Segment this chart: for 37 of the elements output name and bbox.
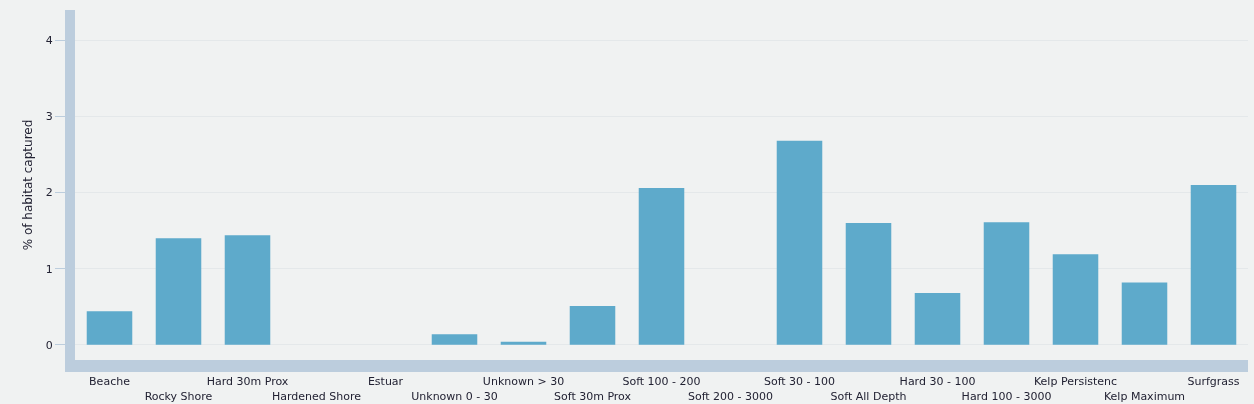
bar xyxy=(569,305,616,345)
x-tick-label: Unknown 0 - 30 xyxy=(411,389,498,403)
bar xyxy=(776,140,823,345)
bar xyxy=(983,222,1030,345)
x-tick-label: Kelp Maximum xyxy=(1103,389,1186,403)
y-tick-label: 0 xyxy=(45,338,53,352)
x-tick-label: Hard 100 - 3000 xyxy=(961,389,1052,403)
y-tick-label: 1 xyxy=(45,262,53,276)
x-tick-label: Soft All Depth xyxy=(830,389,907,403)
y-tick-label: 2 xyxy=(45,186,53,200)
x-tick-label: Unknown > 30 xyxy=(482,375,565,389)
x-tick-label: Surfgrass xyxy=(1187,375,1240,389)
x-tick-label: Soft 200 - 3000 xyxy=(687,389,774,403)
x-tick-label: Estuar xyxy=(367,375,404,389)
x-tick-label: Hard 30 - 100 xyxy=(899,375,976,389)
bar xyxy=(1052,254,1099,345)
x-tick-label: Soft 30 - 100 xyxy=(763,375,836,389)
x-tick-label: Rocky Shore xyxy=(144,389,213,403)
bar xyxy=(86,311,133,345)
bar xyxy=(914,293,961,345)
bar xyxy=(638,188,685,345)
y-tick-label: 4 xyxy=(45,34,53,48)
bar xyxy=(845,223,892,345)
bar xyxy=(1190,185,1237,345)
x-tick-label: Beache xyxy=(89,375,131,389)
y-tick-label: 3 xyxy=(45,110,53,124)
bar xyxy=(224,235,271,345)
bar xyxy=(500,341,547,345)
x-tick-label: Soft 100 - 200 xyxy=(622,375,701,389)
x-tick-label: Kelp Persistenc xyxy=(1033,375,1118,389)
bar xyxy=(431,334,478,345)
bar xyxy=(1121,282,1168,345)
x-tick-label: Hardened Shore xyxy=(271,389,362,403)
bar xyxy=(155,238,202,345)
y-axis-title: % of habitat captured xyxy=(21,119,35,251)
x-tick-label: Hard 30m Prox xyxy=(206,375,289,389)
x-tick-label: Soft 30m Prox xyxy=(553,389,632,403)
